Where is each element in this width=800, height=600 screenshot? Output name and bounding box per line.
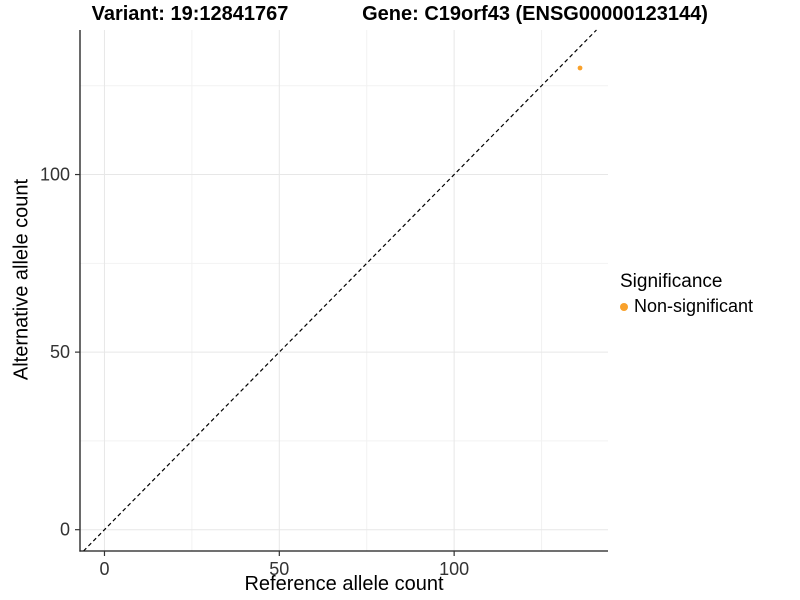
y-axis-title: Alternative allele count <box>10 178 33 381</box>
y-tick-label: 50 <box>50 342 70 362</box>
identity-line <box>83 29 597 552</box>
plot-title-variant: Variant: 19:12841767 <box>91 3 289 25</box>
x-tick-label: 100 <box>439 559 469 579</box>
legend-entry-label: Non-significant <box>634 296 754 316</box>
y-tick-label: 100 <box>40 165 70 185</box>
plot-title-gene: Gene: C19orf43 (ENSG00000123144) <box>362 3 708 25</box>
x-axis-title: Reference allele count <box>244 573 444 595</box>
x-tick-label: 50 <box>269 559 289 579</box>
legend-title: Significance <box>620 271 723 292</box>
x-tick-label: 0 <box>99 559 109 579</box>
legend-point-icon <box>620 302 628 311</box>
y-tick-label: 0 <box>60 520 70 540</box>
legend-entry: Non-significant <box>620 296 753 317</box>
data-point <box>577 65 583 71</box>
legend: Significance Non-significant <box>620 271 753 317</box>
